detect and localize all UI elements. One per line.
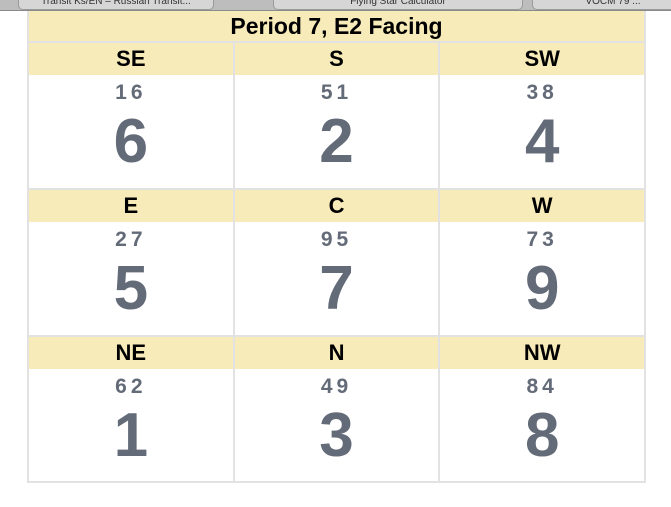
palace-cell: NE 62 1 bbox=[29, 337, 235, 481]
base-star: 7 bbox=[319, 254, 354, 323]
palace-body: 38 4 bbox=[440, 75, 645, 190]
palace-cell: S 51 2 bbox=[234, 43, 441, 190]
palace-row: SE 16 6 S 51 2 SW 38 4 bbox=[29, 43, 645, 190]
mountain-water-stars: 73 bbox=[526, 228, 558, 251]
palace-body: 49 3 bbox=[234, 369, 439, 481]
base-star: 6 bbox=[113, 107, 149, 176]
direction-label: W bbox=[440, 190, 645, 222]
direction-label: NW bbox=[440, 337, 645, 369]
direction-label: C bbox=[234, 190, 439, 222]
mountain-water-stars: 84 bbox=[526, 375, 558, 398]
flying-star-chart: Period 7, E2 Facing SE 16 6 S 51 2 SW 38 4 E 27 5 C 9… bbox=[27, 11, 646, 483]
palace-cell: C 95 7 bbox=[234, 190, 441, 337]
chart-title: Period 7, E2 Facing bbox=[29, 11, 644, 43]
direction-label: N bbox=[234, 337, 439, 369]
palace-row: E 27 5 C 95 7 W 73 9 bbox=[29, 190, 645, 337]
palace-row: NE 62 1 N 49 3 NW 84 8 bbox=[29, 337, 645, 481]
base-star: 5 bbox=[113, 254, 149, 323]
direction-label: S bbox=[234, 43, 439, 75]
palace-cell: SW 38 4 bbox=[440, 43, 645, 190]
browser-tab-bar: Transit Ks/EN – Russian Transit... Flyin… bbox=[0, 0, 671, 11]
browser-tab[interactable]: Transit Ks/EN – Russian Transit... bbox=[18, 0, 214, 10]
mountain-water-stars: 95 bbox=[320, 228, 353, 251]
palace-body: 16 6 bbox=[29, 75, 233, 190]
palace-body: 51 2 bbox=[234, 75, 439, 190]
base-star: 1 bbox=[113, 401, 149, 470]
direction-label: SE bbox=[29, 43, 233, 75]
palace-body: 73 9 bbox=[440, 222, 645, 337]
direction-label: SW bbox=[440, 43, 645, 75]
direction-label: E bbox=[29, 190, 233, 222]
browser-tab[interactable]: VOCM 79 ... bbox=[532, 0, 671, 10]
palace-cell: NW 84 8 bbox=[440, 337, 645, 481]
base-star: 8 bbox=[524, 401, 560, 470]
palace-body: 95 7 bbox=[234, 222, 439, 337]
mountain-water-stars: 49 bbox=[320, 375, 353, 398]
mountain-water-stars: 38 bbox=[526, 81, 558, 104]
mountain-water-stars: 62 bbox=[115, 375, 147, 398]
palace-body: 27 5 bbox=[29, 222, 233, 337]
direction-label: NE bbox=[29, 337, 233, 369]
base-star: 3 bbox=[319, 401, 354, 470]
palace-cell: N 49 3 bbox=[234, 337, 441, 481]
palace-body: 84 8 bbox=[440, 369, 645, 481]
palace-cell: E 27 5 bbox=[29, 190, 235, 337]
browser-tab-active[interactable]: Flying Star Calculator bbox=[273, 0, 523, 10]
palace-cell: SE 16 6 bbox=[29, 43, 235, 190]
palace-cell: W 73 9 bbox=[440, 190, 645, 337]
mountain-water-stars: 16 bbox=[115, 81, 147, 104]
base-star: 4 bbox=[524, 107, 560, 176]
mountain-water-stars: 27 bbox=[115, 228, 147, 251]
base-star: 2 bbox=[319, 107, 354, 176]
base-star: 9 bbox=[524, 254, 560, 323]
mountain-water-stars: 51 bbox=[320, 81, 353, 104]
palace-body: 62 1 bbox=[29, 369, 233, 481]
